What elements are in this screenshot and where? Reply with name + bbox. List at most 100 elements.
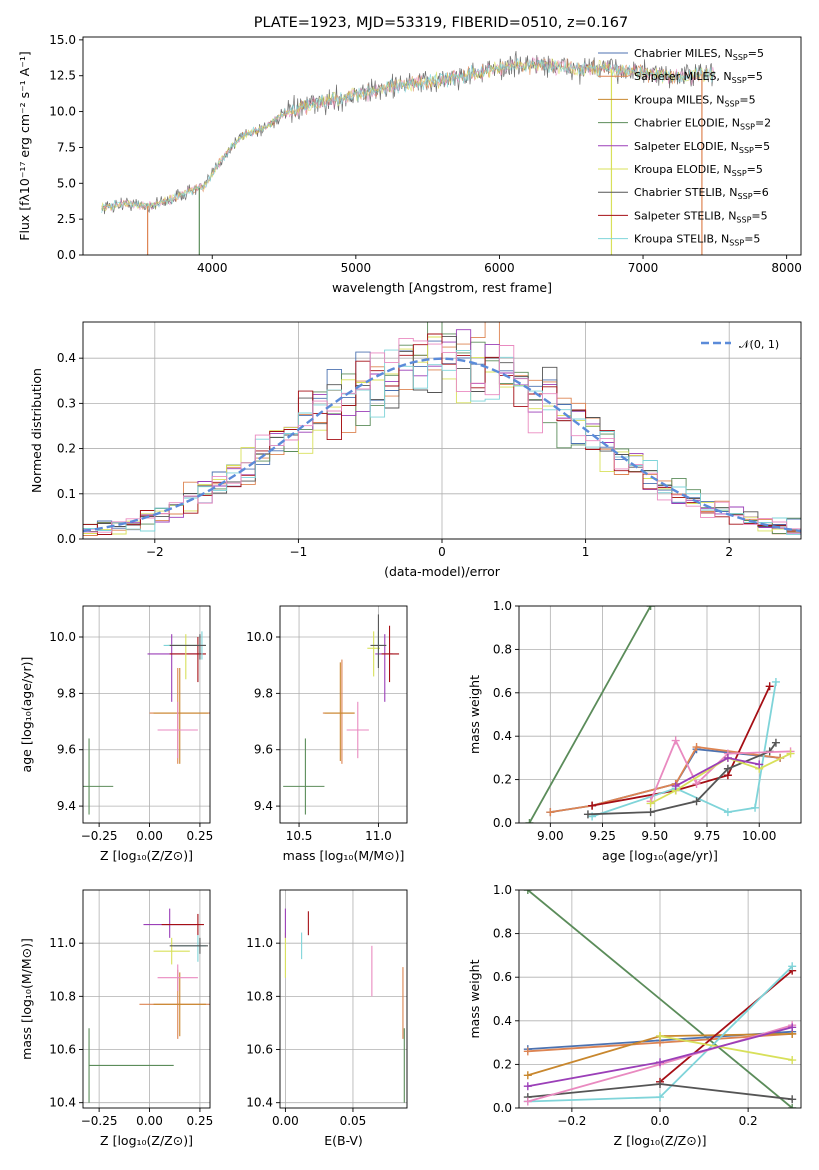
point-marker — [656, 1058, 664, 1067]
axes-frame — [279, 605, 408, 824]
y-tick-label: 0.6 — [493, 686, 512, 700]
x-tick-label: 10.5 — [286, 829, 313, 843]
series-line — [591, 685, 771, 807]
x-tick-label: 9.25 — [589, 829, 616, 843]
point-marker — [646, 808, 655, 817]
point-marker — [692, 743, 701, 752]
y-tick-label: 0.8 — [493, 642, 512, 656]
series-line — [591, 681, 777, 818]
y-tick-label: 11.0 — [246, 936, 273, 950]
x-tick-label: 7000 — [628, 261, 659, 275]
spectrum-legend: Chabrier MILES, NSSP=5 Salpeter MILES, NS… — [598, 47, 771, 248]
legend-entry: Salpeter ELODIE, NSSP=5 — [634, 140, 770, 155]
series-line — [527, 890, 793, 1108]
x-tick-label: −1 — [290, 545, 308, 559]
legend-entry: Kroupa MILES, NSSP=5 — [634, 93, 756, 108]
x-tick-label: 11.0 — [365, 829, 392, 843]
legend-entry: Kroupa STELIB, NSSP=5 — [634, 233, 760, 248]
x-tick-label: 0.00 — [136, 829, 163, 843]
y-tick-label: 10.6 — [246, 1043, 273, 1057]
legend-entry: Chabrier STELIB, NSSP=6 — [634, 186, 769, 201]
y-tick-label: 10.8 — [49, 989, 76, 1003]
point-marker — [671, 782, 680, 791]
x-axis-label: Z [log₁₀(Z/Z⊙)] — [100, 848, 193, 863]
point-marker — [523, 1097, 532, 1106]
point-marker — [788, 1023, 797, 1032]
point-marker — [751, 803, 760, 812]
error-bars — [284, 908, 405, 1103]
legend-entry: 𝒩(0, 1) — [739, 338, 779, 351]
y-axis-label: mass weight — [467, 675, 482, 754]
y-tick-label: 2.5 — [57, 212, 76, 226]
y-tick-label: 1.0 — [493, 599, 512, 613]
y-tick-label: 9.6 — [254, 743, 273, 757]
point-marker — [523, 1047, 532, 1056]
panel-age-vs-mass: 10.5 11.0 9.4 9.6 9.8 10.0 mass [log₁₀(M/M⊙)] — [246, 605, 408, 863]
y-tick-label: 9.6 — [57, 743, 76, 757]
x-tick-label: 2 — [725, 545, 733, 559]
y-tick-label: 10.0 — [49, 630, 76, 644]
point-marker — [546, 808, 555, 817]
y-tick-label: 1.0 — [493, 883, 512, 897]
y-tick-label: 9.4 — [57, 799, 76, 813]
legend-entry: Kroupa ELODIE, NSSP=5 — [634, 163, 763, 178]
point-marker — [583, 810, 592, 819]
hist-step-pink — [83, 337, 801, 533]
x-tick-label: 0.25 — [187, 1114, 214, 1128]
y-tick-label: 9.8 — [254, 686, 273, 700]
y-tick-label: 0.6 — [493, 970, 512, 984]
x-tick-label: 4000 — [197, 261, 228, 275]
legend-entry: Salpeter MILES, NSSP=5 — [634, 70, 763, 85]
point-marker — [523, 1071, 532, 1080]
point-marker — [656, 1080, 664, 1089]
point-marker — [788, 962, 797, 971]
y-tick-label: 10.0 — [246, 630, 273, 644]
point-marker — [723, 808, 732, 817]
normal-curve — [83, 357, 801, 533]
y-tick-label: 11.0 — [49, 936, 76, 950]
point-marker — [786, 749, 795, 758]
axes-frame — [82, 36, 802, 256]
spectrum-series-kroupa-stelib — [101, 58, 716, 214]
panels: 4000 5000 6000 7000 80000.02.55.07.510.012.5… — [17, 33, 802, 1148]
figure-title: PLATE=1923, MJD=53319, FIBERID=0510, z=0… — [254, 15, 628, 31]
y-tick-label: 9.8 — [57, 686, 76, 700]
point-marker — [588, 801, 597, 810]
y-tick-label: 10.4 — [49, 1096, 76, 1110]
x-tick-label: 1 — [582, 545, 590, 559]
series-line — [659, 1035, 793, 1061]
x-axis-label: age [log₁₀(age/yr)] — [602, 848, 718, 863]
x-tick-label: 0.0 — [650, 1114, 669, 1128]
axes-frame — [82, 605, 211, 824]
axes-frame — [518, 605, 802, 824]
x-tick-label: 0.25 — [187, 829, 214, 843]
y-tick-label: 0.0 — [493, 1101, 512, 1115]
y-tick-label: 12.5 — [49, 69, 76, 83]
y-axis-label: Normed distribution — [29, 368, 44, 493]
point-marker — [692, 779, 701, 788]
x-tick-label: 5000 — [341, 261, 372, 275]
point-marker — [723, 753, 732, 762]
y-tick-label: 10.4 — [246, 1096, 273, 1110]
y-tick-label: 0.8 — [493, 927, 512, 941]
series-line — [659, 970, 793, 1083]
hist-legend: 𝒩(0, 1) — [701, 338, 779, 351]
y-tick-label: 7.5 — [57, 140, 76, 154]
y-tick-label: 0.2 — [493, 773, 512, 787]
hist-step-chabrier-elodie — [83, 322, 801, 534]
y-tick-label: 0.3 — [57, 396, 76, 410]
x-tick-label: 0.00 — [272, 1114, 299, 1128]
y-tick-label: 5.0 — [57, 176, 76, 190]
x-tick-label: 0 — [438, 545, 446, 559]
y-axis-label: mass weight — [467, 959, 482, 1038]
point-marker — [671, 736, 680, 745]
x-axis-label: E(B-V) — [324, 1133, 363, 1148]
point-marker — [646, 606, 655, 610]
x-axis-label: Z [log₁₀(Z/Z⊙)] — [614, 1133, 707, 1148]
y-axis-label: mass [log₁₀(M/M⊙)] — [19, 938, 34, 1060]
histograms — [83, 322, 801, 536]
weight-lines — [523, 890, 797, 1108]
y-tick-label: 0.4 — [493, 1014, 512, 1028]
x-tick-label: 6000 — [484, 261, 515, 275]
